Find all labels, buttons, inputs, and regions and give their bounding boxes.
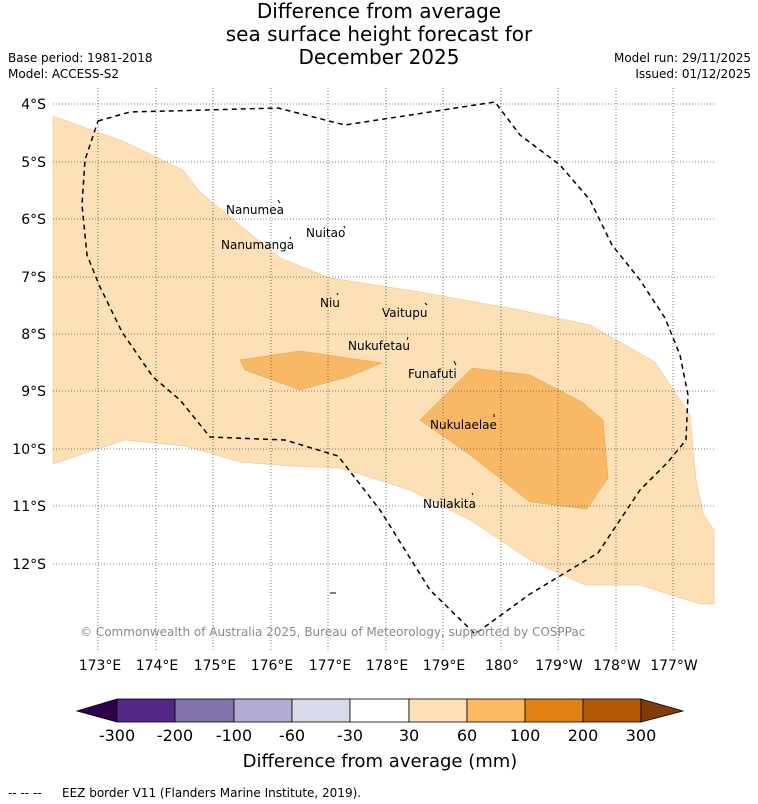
model-name: Model: ACCESS-S2 [8,67,120,81]
colorbar-cell-4 [291,698,351,723]
island-label-nukufetau: Nukufetau [348,339,410,353]
lon-label-180: 180° [485,658,519,674]
eez-legend-marker: -- -- -- [8,786,42,800]
island-label-niu: Niu [320,296,340,310]
island-label-nanumea: Nanumea [226,203,284,217]
colorbar-tick-30: 30 [399,726,419,745]
colorbar-tick-300: 300 [626,726,657,745]
island-label-nanumanga: Nanumanga [221,238,294,252]
lon-label-174e: 174°E [136,658,179,674]
colorbar-label: Difference from average (mm) [243,751,518,772]
lat-label-10s: 10°S [12,442,46,458]
lat-label-9s: 9°S [21,384,46,400]
graticule [53,88,714,650]
lon-label-175e: 175°E [194,658,237,674]
colorbar-cell-6 [408,698,468,723]
lat-label-11s: 11°S [12,499,46,515]
colorbar-tick-neg200: -200 [157,726,193,745]
base-period: Base period: 1981-2018 [8,51,153,65]
colorbar-cell-2 [174,698,235,723]
lat-label-7s: 7°S [21,270,46,286]
colorbar [75,698,685,723]
colorbar-cell-5 [349,698,410,723]
title-line-1: Difference from average [256,0,502,23]
anomaly-band-60-100-west [239,350,383,391]
lon-label-176e: 176°E [251,658,294,674]
lon-label-177e: 177°E [309,658,352,674]
anomaly-band-30-60 [52,115,715,605]
eez-legend-text: EEZ border V11 (Flanders Marine Institut… [62,786,361,800]
lon-label-173e: 173°E [79,658,122,674]
lat-label-4s: 4°S [21,97,46,113]
island-marks [277,199,495,594]
colorbar-tick-neg30: -30 [337,726,363,745]
copyright-notice: © Commonwealth of Australia 2025, Bureau… [80,625,585,639]
island-label-funafuti: Funafuti [408,367,457,381]
colorbar-tick-200: 200 [568,726,599,745]
lon-label-179w: 179°W [535,658,583,674]
eez-border [81,101,689,635]
lon-label-178e: 178°E [366,658,409,674]
colorbar-tick-neg300: -300 [99,726,135,745]
colorbar-cell-over [640,698,685,723]
colorbar-tick-100: 100 [510,726,541,745]
colorbar-cell-1 [116,698,176,723]
colorbar-cell-8 [524,698,584,723]
title-line-2: sea surface height forecast for [225,22,533,46]
title-line-3: December 2025 [298,45,460,69]
lon-label-178w: 178°W [593,658,641,674]
island-label-vaitupu: Vaitupu [382,306,428,320]
issued-date: Issued: 01/12/2025 [635,67,751,81]
lat-label-8s: 8°S [21,327,46,343]
island-label-nukulaelae: Nukulaelae [430,418,497,432]
lat-label-5s: 5°S [21,155,46,171]
colorbar-cell-9 [582,698,642,723]
lat-label-12s: 12°S [12,557,46,573]
lon-label-179e: 179°E [423,658,466,674]
colorbar-cell-7 [466,698,526,723]
lat-label-6s: 6°S [21,212,46,228]
model-run: Model run: 29/11/2025 [613,51,751,65]
island-label-nuilakita: Nuilakita [423,497,476,511]
colorbar-tick-neg100: -100 [216,726,252,745]
colorbar-tick-60: 60 [457,726,477,745]
island-label-nuitao: Nuitao [306,226,345,240]
colorbar-cell-3 [233,698,293,723]
colorbar-tick-neg60: -60 [279,726,305,745]
colorbar-cell-under [75,698,118,723]
lon-label-177w: 177°W [650,658,698,674]
